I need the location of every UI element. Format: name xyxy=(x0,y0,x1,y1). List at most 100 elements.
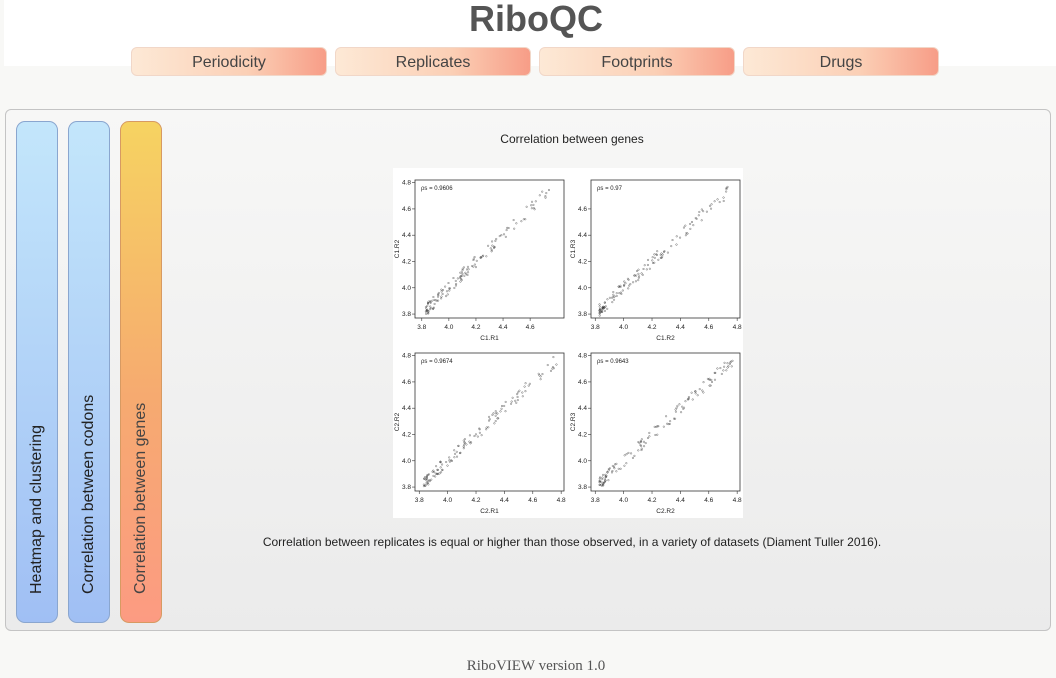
data-point xyxy=(512,219,515,222)
data-point xyxy=(530,204,533,207)
data-point xyxy=(619,285,622,288)
data-point xyxy=(485,426,488,429)
data-point xyxy=(681,405,684,408)
data-point xyxy=(655,425,658,428)
x-tick-label: 4.6 xyxy=(526,324,535,331)
data-point xyxy=(480,434,483,437)
side-tab-heatmap-clustering[interactable]: Heatmap and clustering xyxy=(16,121,58,623)
x-tick-label: 4.2 xyxy=(471,497,480,504)
data-point xyxy=(623,454,626,457)
data-point xyxy=(514,399,517,402)
data-point xyxy=(653,253,656,256)
content-panel: Heatmap and clustering Correlation betwe… xyxy=(5,109,1051,631)
data-point xyxy=(670,245,673,248)
data-point xyxy=(488,419,490,422)
y-tick-label: 4.8 xyxy=(578,353,587,360)
data-point xyxy=(552,356,555,359)
data-point xyxy=(488,418,491,421)
side-tab-correlation-codons[interactable]: Correlation between codons xyxy=(68,121,110,623)
plot-frame xyxy=(414,179,565,319)
data-point xyxy=(506,226,509,229)
data-point xyxy=(714,378,716,381)
nav-tab-periodicity[interactable]: Periodicity xyxy=(131,47,327,76)
data-point xyxy=(434,475,437,478)
data-point xyxy=(603,309,606,312)
y-axis-label: C1.R3 xyxy=(570,239,577,258)
x-tick-label: 3.8 xyxy=(591,497,600,504)
data-point xyxy=(518,389,521,392)
nav-tab-drugs[interactable]: Drugs xyxy=(743,47,939,76)
data-point xyxy=(641,273,644,276)
data-point xyxy=(425,312,428,315)
data-point xyxy=(605,474,608,477)
data-point xyxy=(600,480,603,483)
data-point xyxy=(648,431,651,434)
y-tick-label: 4.2 xyxy=(402,258,411,265)
nav-tab-replicates[interactable]: Replicates xyxy=(335,47,531,76)
data-point xyxy=(489,247,492,250)
data-point xyxy=(701,389,704,392)
data-point xyxy=(682,226,685,229)
data-point xyxy=(448,287,451,290)
data-point xyxy=(510,400,513,403)
data-point xyxy=(487,244,490,247)
data-point xyxy=(630,452,633,455)
data-point xyxy=(640,272,643,275)
data-point xyxy=(515,222,518,225)
data-point xyxy=(684,234,687,237)
data-point xyxy=(541,373,544,376)
data-point xyxy=(598,303,601,306)
data-point xyxy=(601,306,604,309)
data-point xyxy=(673,417,676,420)
data-point xyxy=(643,264,646,267)
nav-tab-footprints[interactable]: Footprints xyxy=(539,47,735,76)
x-tick-label: 4.8 xyxy=(733,497,742,504)
data-point xyxy=(431,299,434,302)
x-tick-label: 4.2 xyxy=(647,324,656,331)
data-point xyxy=(674,408,677,411)
data-point xyxy=(621,289,624,292)
scatter-matrix: 3.8 4.0 4.2 4.4 4.6 3.8 4.0 4.2 4.4 4.6 4.8 C1.R1 C1… xyxy=(394,179,742,515)
data-point xyxy=(602,473,605,476)
side-tab-correlation-genes[interactable]: Correlation between genes xyxy=(120,121,162,623)
data-point xyxy=(465,443,468,446)
data-point xyxy=(521,395,524,398)
data-point xyxy=(440,290,443,293)
y-tick-label: 4.2 xyxy=(578,258,587,265)
data-point xyxy=(435,299,438,302)
data-point xyxy=(660,252,663,255)
data-point xyxy=(625,453,628,456)
data-point xyxy=(539,378,542,381)
data-point xyxy=(598,477,601,480)
x-tick-label: 4.0 xyxy=(619,324,628,331)
data-point xyxy=(463,438,466,441)
y-tick-label: 4.8 xyxy=(402,180,411,187)
data-point xyxy=(479,256,482,259)
data-point xyxy=(711,381,713,383)
data-point xyxy=(724,187,727,190)
data-point xyxy=(444,285,447,288)
data-point xyxy=(503,233,505,236)
y-tick-label: 4.2 xyxy=(578,431,587,438)
data-point xyxy=(623,283,626,286)
data-point xyxy=(503,405,506,407)
x-tick-label: 4.0 xyxy=(444,324,453,331)
data-point xyxy=(710,203,713,206)
data-point xyxy=(659,256,662,259)
data-point xyxy=(546,364,549,367)
data-point xyxy=(651,256,654,259)
data-point xyxy=(603,481,606,483)
data-point xyxy=(606,298,609,301)
data-point xyxy=(619,467,622,470)
data-point xyxy=(615,292,618,295)
data-point xyxy=(428,308,431,311)
data-point xyxy=(698,388,701,391)
data-point xyxy=(710,207,713,210)
data-point xyxy=(615,462,618,465)
data-point xyxy=(446,293,449,296)
data-point xyxy=(524,382,527,385)
data-point xyxy=(599,476,601,479)
data-point xyxy=(473,435,476,438)
data-point xyxy=(628,284,631,287)
data-point xyxy=(722,200,725,202)
